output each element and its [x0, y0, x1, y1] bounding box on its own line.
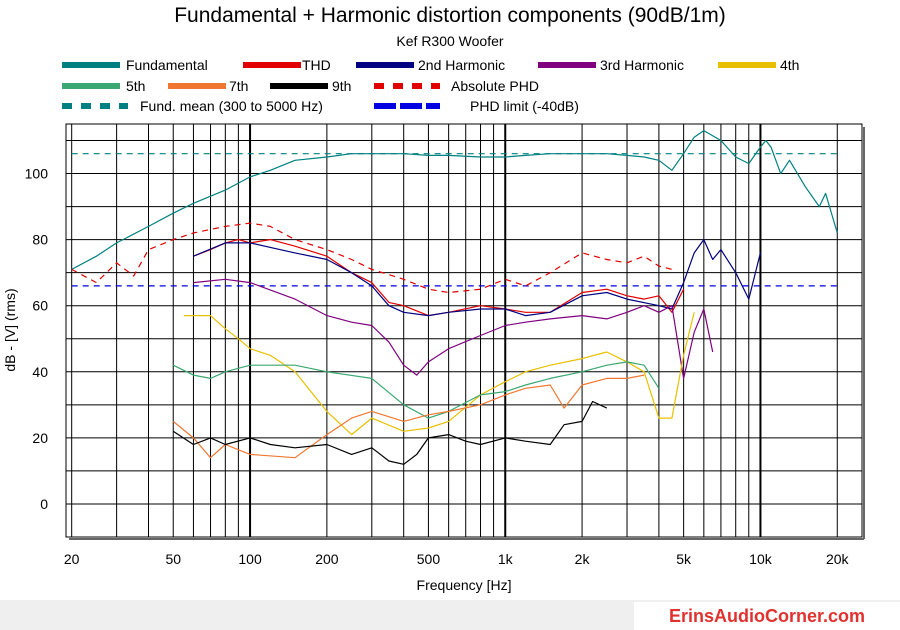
legend-label: THD: [302, 57, 331, 73]
x-tick-label: 500: [417, 551, 441, 567]
x-tick-label: 1k: [498, 551, 514, 567]
x-tick-label: 10k: [749, 551, 773, 567]
y-tick-label: 80: [32, 232, 48, 248]
x-tick-label: 20k: [826, 551, 850, 567]
legend-label: 9th: [332, 78, 351, 94]
legend-label: 7th: [229, 78, 248, 94]
series-line-absolute-phd: [71, 222, 673, 294]
y-tick-label: 20: [32, 430, 48, 446]
plot-background: [66, 124, 862, 537]
legend-label: PHD limit (-40dB): [470, 98, 579, 114]
y-tick-label: 100: [25, 166, 49, 182]
legend-label: Fund. mean (300 to 5000 Hz): [140, 98, 323, 114]
x-tick-label: 200: [315, 551, 339, 567]
y-tick-label: 60: [32, 298, 48, 314]
series-line-9th: [172, 400, 608, 465]
series-line-5th: [172, 361, 660, 419]
x-tick-label: 2k: [575, 551, 591, 567]
y-tick-label: 40: [32, 364, 48, 380]
y-axis-label: dB - [V] (rms): [2, 288, 18, 371]
legend-label: 2nd Harmonic: [418, 57, 505, 73]
site-brand: ErinsAudioCorner.com: [634, 602, 900, 630]
series-layer: [71, 130, 838, 465]
x-tick-label: 5k: [676, 551, 692, 567]
plot-frame: [65, 123, 863, 538]
series-line-3rd-harmonic: [193, 278, 714, 379]
chart-subtitle: Kef R300 Woofer: [396, 33, 503, 49]
legend-label: Fundamental: [126, 57, 208, 73]
chart-title: Fundamental + Harmonic distortion compon…: [174, 4, 726, 27]
chart-legend: Fundamental THD 2nd Harmonic 3rd Harmonic 4t…: [62, 57, 799, 114]
x-tick-label: 50: [165, 551, 181, 567]
series-line-4th: [183, 312, 695, 436]
x-tick-label: 100: [238, 551, 262, 567]
legend-label: 5th: [126, 78, 145, 94]
series-line-2nd-harmonic: [193, 239, 761, 317]
y-tick-labels: 0 20 40 60 80 100: [25, 166, 49, 512]
y-tick-label: 0: [40, 496, 48, 512]
legend-label: 3rd Harmonic: [600, 57, 684, 73]
series-line-7th: [172, 374, 645, 459]
x-tick-labels: 20 50 100 200 500 1k 2k 5k 10k 20k: [64, 551, 850, 567]
legend-label: Absolute PHD: [451, 78, 539, 94]
series-line-fundamental: [71, 130, 838, 270]
x-tick-label: 20: [64, 551, 80, 567]
x-axis-label: Frequency [Hz]: [417, 577, 512, 593]
legend-label: 4th: [780, 57, 799, 73]
